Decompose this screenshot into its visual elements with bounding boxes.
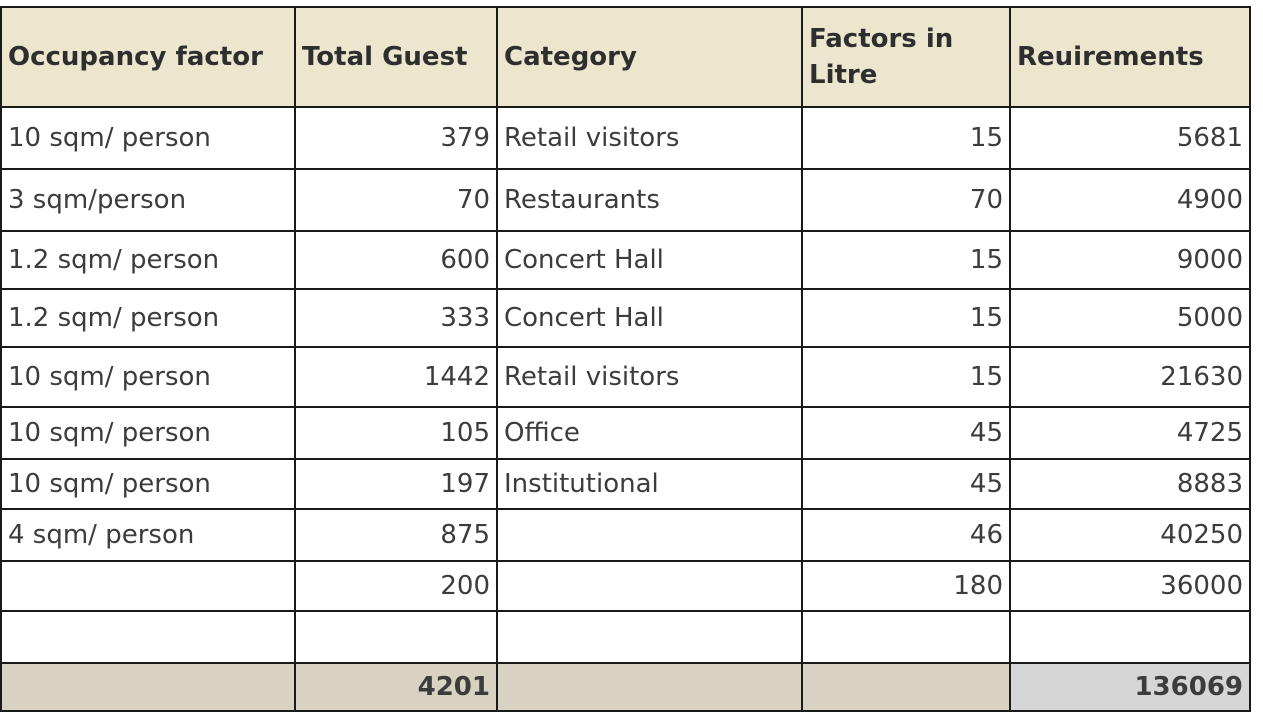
header-row: Occupancy factor Total Guest Category Fa… [0,6,1251,108]
table-body: Occupancy factor Total Guest Category Fa… [0,6,1251,712]
table-row: 1.2 sqm/ person 333 Concert Hall 15 5000 [0,288,1251,348]
cell-category[interactable]: Concert Hall [496,288,803,348]
cell-factor-litre[interactable]: 45 [801,458,1011,510]
cell-factor-litre[interactable]: 46 [801,508,1011,562]
table-row: 10 sqm/ person 197 Institutional 45 8883 [0,458,1251,510]
total-cell-factor-litre[interactable] [801,662,1011,712]
cell-category[interactable] [496,560,803,612]
cell-total-guest[interactable]: 1442 [294,346,498,408]
cell-category[interactable] [496,610,803,664]
cell-occupancy-factor[interactable]: 10 sqm/ person [0,106,296,170]
table-row: 10 sqm/ person 1442 Retail visitors 15 21630 [0,346,1251,408]
spreadsheet-table-container: Occupancy factor Total Guest Category Fa… [0,6,1251,712]
cell-requirement[interactable]: 8883 [1009,458,1251,510]
cell-occupancy-factor[interactable]: 10 sqm/ person [0,458,296,510]
cell-factor-litre[interactable]: 45 [801,406,1011,460]
cell-requirement[interactable]: 5000 [1009,288,1251,348]
cell-requirement[interactable]: 40250 [1009,508,1251,562]
water-requirement-table: Occupancy factor Total Guest Category Fa… [0,6,1251,712]
table-row [0,610,1251,664]
cell-occupancy-factor[interactable]: 10 sqm/ person [0,406,296,460]
cell-requirement[interactable]: 5681 [1009,106,1251,170]
cell-total-guest[interactable]: 70 [294,168,498,232]
cell-total-guest[interactable]: 333 [294,288,498,348]
cell-total-guest[interactable]: 875 [294,508,498,562]
header-occupancy-factor[interactable]: Occupancy factor [0,6,296,108]
header-factors-in-litre[interactable]: Factors in Litre [801,6,1011,108]
cell-total-guest[interactable]: 379 [294,106,498,170]
cell-requirement[interactable]: 36000 [1009,560,1251,612]
cell-requirement[interactable]: 9000 [1009,230,1251,290]
total-cell-occupancy-factor[interactable] [0,662,296,712]
total-cell-category[interactable] [496,662,803,712]
cell-category[interactable] [496,508,803,562]
cell-factor-litre[interactable]: 15 [801,288,1011,348]
table-row: 10 sqm/ person 105 Office 45 4725 [0,406,1251,460]
header-requirements[interactable]: Reuirements [1009,6,1251,108]
cell-category[interactable]: Institutional [496,458,803,510]
cell-factor-litre[interactable] [801,610,1011,664]
total-cell-requirement[interactable]: 136069 [1009,662,1251,712]
cell-occupancy-factor[interactable]: 1.2 sqm/ person [0,288,296,348]
cell-total-guest[interactable]: 200 [294,560,498,612]
cell-total-guest[interactable] [294,610,498,664]
cell-occupancy-factor[interactable] [0,560,296,612]
cell-category[interactable]: Restaurants [496,168,803,232]
cell-occupancy-factor[interactable]: 1.2 sqm/ person [0,230,296,290]
cell-factor-litre[interactable]: 15 [801,346,1011,408]
cell-factor-litre[interactable]: 70 [801,168,1011,232]
cell-total-guest[interactable]: 197 [294,458,498,510]
totals-row: 4201 136069 [0,662,1251,712]
table-row: 10 sqm/ person 379 Retail visitors 15 5681 [0,106,1251,170]
cell-total-guest[interactable]: 600 [294,230,498,290]
table-row: 4 sqm/ person 875 46 40250 [0,508,1251,562]
table-row: 200 180 36000 [0,560,1251,612]
header-total-guest[interactable]: Total Guest [294,6,498,108]
header-category[interactable]: Category [496,6,803,108]
total-cell-total-guest[interactable]: 4201 [294,662,498,712]
cell-category[interactable]: Concert Hall [496,230,803,290]
cell-total-guest[interactable]: 105 [294,406,498,460]
cell-requirement[interactable]: 4900 [1009,168,1251,232]
cell-occupancy-factor[interactable]: 10 sqm/ person [0,346,296,408]
table-row: 3 sqm/person 70 Restaurants 70 4900 [0,168,1251,232]
cell-requirement[interactable]: 4725 [1009,406,1251,460]
cell-factor-litre[interactable]: 15 [801,230,1011,290]
cell-occupancy-factor[interactable] [0,610,296,664]
cell-occupancy-factor[interactable]: 3 sqm/person [0,168,296,232]
cell-category[interactable]: Retail visitors [496,346,803,408]
cell-occupancy-factor[interactable]: 4 sqm/ person [0,508,296,562]
cell-requirement[interactable]: 21630 [1009,346,1251,408]
table-row: 1.2 sqm/ person 600 Concert Hall 15 9000 [0,230,1251,290]
cell-category[interactable]: Office [496,406,803,460]
cell-factor-litre[interactable]: 15 [801,106,1011,170]
cell-factor-litre[interactable]: 180 [801,560,1011,612]
cell-requirement[interactable] [1009,610,1251,664]
cell-category[interactable]: Retail visitors [496,106,803,170]
